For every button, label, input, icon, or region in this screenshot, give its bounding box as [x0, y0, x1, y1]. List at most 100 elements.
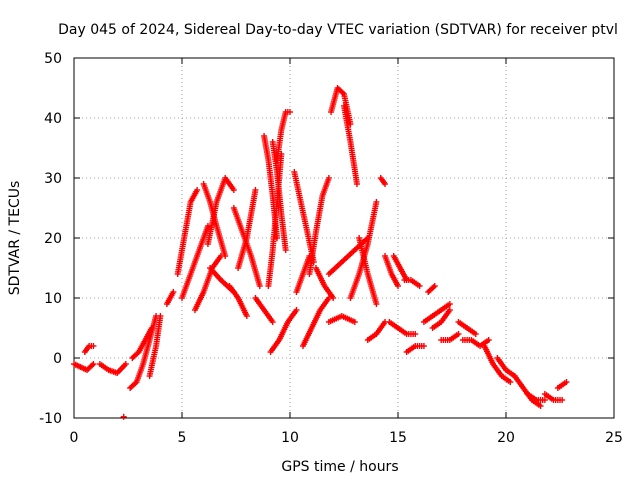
data-point-interp [380, 179, 387, 186]
data-point-interp [243, 237, 250, 243]
data-point-interp [259, 305, 266, 312]
x-tick-label: 10 [281, 430, 299, 446]
data-point-interp [242, 311, 249, 318]
data-point-interp [206, 197, 213, 203]
y-tick-label: 30 [44, 171, 62, 187]
x-tick-label: 5 [178, 430, 187, 446]
data-point-interp [364, 268, 371, 275]
data-point-interp [273, 232, 280, 239]
y-tick-label: -10 [39, 411, 62, 427]
data-point-interp [297, 196, 304, 203]
data-point-interp [401, 329, 408, 336]
data-point-interp [349, 318, 356, 325]
data-point-interp [193, 188, 200, 195]
y-tick-label: 20 [44, 231, 62, 247]
data-point-interp [252, 189, 259, 196]
data-point-interp [372, 299, 379, 305]
y-tick-label: 40 [44, 111, 62, 127]
data-point-interp [371, 332, 378, 339]
data-point-interp [471, 329, 478, 336]
data-point-interp [204, 225, 211, 231]
data-point-interp [233, 293, 240, 300]
data-point-interp [187, 201, 194, 208]
data-point [120, 413, 127, 420]
data-point-interp [347, 136, 354, 143]
data-point-interp [180, 237, 187, 244]
data-point-interp [229, 185, 236, 192]
data-point-interp [213, 201, 220, 208]
data-point-interp [256, 281, 263, 287]
data-point-interp [121, 362, 128, 369]
x-tick-label: 0 [70, 430, 79, 446]
data-point-interp [247, 251, 254, 257]
data-point-interp [213, 221, 220, 227]
data-point-interp [557, 397, 563, 403]
data-point-interp [483, 338, 490, 345]
data-point-interp [444, 337, 451, 343]
data-point-interp [324, 296, 331, 303]
data-point-interp [372, 201, 379, 208]
data-point-interp [429, 285, 436, 292]
x-tick-label: 20 [497, 430, 515, 446]
data-point-interp [133, 351, 140, 358]
data-point-interp [405, 277, 412, 283]
data-point-interp [169, 290, 176, 297]
data-point-interp [328, 293, 335, 300]
data-point-interp [445, 302, 452, 309]
data-point-interp [87, 363, 94, 370]
data-point-interp [292, 308, 299, 315]
data-point-interp [387, 269, 394, 275]
data-point-interp [85, 344, 92, 351]
data-point-interp [299, 273, 306, 279]
x-tick-label: 25 [605, 430, 623, 446]
data-point-interp [466, 337, 473, 343]
data-point-interp [548, 395, 555, 402]
data-point-interp [75, 363, 82, 370]
data-point-interp [436, 308, 443, 315]
data-point-interp [414, 281, 421, 288]
data-point-interp [216, 275, 223, 282]
y-tick-label: 0 [53, 351, 62, 367]
data-point-interp [284, 109, 291, 115]
x-axis-label: GPS time / hours [281, 459, 398, 475]
data-point-interp [453, 332, 460, 339]
data-point-interp [380, 320, 387, 327]
data-point-interp [418, 343, 425, 349]
data-point-interp [501, 365, 508, 372]
data-point-interp [147, 326, 154, 333]
data-point-interp [319, 195, 326, 202]
data-point-interp [539, 397, 546, 403]
data-point-interp [195, 249, 202, 255]
tick-layer: 0 5 10 15 20 25 -10 0 10 20 30 40 50 [39, 51, 623, 446]
data-point-interp [312, 231, 319, 238]
data-point-interp [88, 343, 95, 349]
data-point-interp [132, 380, 139, 387]
data-point-interp [199, 290, 206, 297]
data-point-interp [282, 244, 289, 251]
data-point-interp [216, 254, 223, 261]
data-point-interp [497, 371, 504, 378]
chart-title: Day 045 of 2024, Sidereal Day-to-day VTE… [58, 22, 618, 38]
data-point-interp [355, 273, 362, 279]
data-point-interp [131, 381, 138, 388]
data-point-interp [141, 338, 148, 345]
data-point-interp [561, 380, 568, 387]
data-point-interp [316, 308, 323, 315]
data-point-interp [89, 362, 96, 369]
x-tick-label: 15 [389, 430, 407, 446]
data-point-interp [531, 395, 538, 402]
y-tick-label: 10 [44, 291, 62, 307]
data-point-interp [283, 320, 290, 327]
data-point-interp [364, 243, 371, 249]
data-point-interp [320, 281, 327, 288]
data-point-interp [139, 363, 146, 369]
data-point-interp [274, 338, 281, 345]
data-point-interp [347, 118, 354, 125]
y-tick-label: 50 [44, 51, 62, 67]
data-point-interp [278, 129, 285, 136]
data-point-interp [505, 377, 512, 384]
data-point-interp [112, 369, 119, 376]
data-point-interp [186, 273, 193, 279]
data-point-interp [394, 281, 401, 288]
